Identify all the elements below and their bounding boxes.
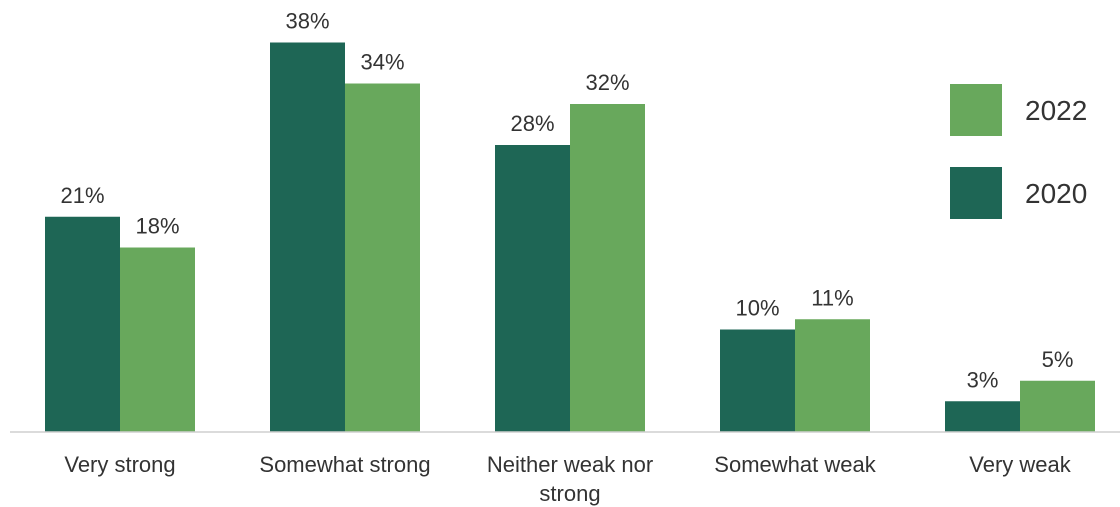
bars-layer [45, 42, 1095, 432]
bar-2022-4 [1020, 380, 1095, 432]
bar-2020-4 [945, 401, 1020, 432]
value-label-2022-4: 5% [1042, 347, 1074, 372]
bar-2020-1 [270, 42, 345, 432]
category-label-0-line-0: Very strong [64, 452, 175, 477]
category-label-4-line-0: Very weak [969, 452, 1071, 477]
bar-2020-3 [720, 329, 795, 432]
category-labels-layer: Very strong Somewhat strong Neither weak n… [64, 452, 1071, 506]
bar-2020-0 [45, 216, 120, 432]
category-label-2-line-1: strong [539, 481, 600, 506]
legend: 2022 2020 [950, 84, 1087, 219]
value-label-2022-0: 18% [135, 214, 179, 239]
value-labels-layer: 21% 18% 38% 34% 28% 32% 10% 11% 3% 5% [60, 9, 1073, 393]
legend-label-2022: 2022 [1025, 95, 1087, 126]
value-label-2020-0: 21% [60, 183, 104, 208]
bar-2022-1 [345, 83, 420, 432]
bar-2022-0 [120, 247, 195, 432]
bar-2020-2 [495, 145, 570, 432]
legend-swatch-2020 [950, 167, 1002, 219]
bar-2022-2 [570, 104, 645, 432]
category-label-2-line-0: Neither weak nor [487, 452, 653, 477]
value-label-2020-2: 28% [510, 111, 554, 136]
value-label-2022-1: 34% [360, 50, 404, 75]
value-label-2020-1: 38% [285, 9, 329, 34]
legend-label-2020: 2020 [1025, 178, 1087, 209]
category-label-3-line-0: Somewhat weak [714, 452, 876, 477]
value-label-2022-2: 32% [585, 70, 629, 95]
legend-swatch-2022 [950, 84, 1002, 136]
bar-2022-3 [795, 319, 870, 432]
value-label-2022-3: 11% [811, 285, 853, 310]
value-label-2020-4: 3% [967, 367, 999, 392]
category-label-1-line-0: Somewhat strong [259, 452, 430, 477]
value-label-2020-3: 10% [735, 296, 779, 321]
